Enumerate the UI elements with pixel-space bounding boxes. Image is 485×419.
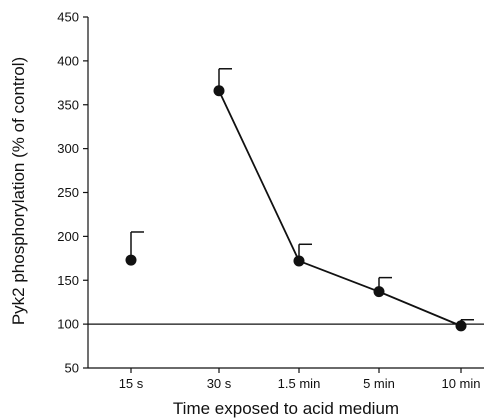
data-point xyxy=(213,85,225,97)
y-axis-title: Pyk2 phosphorylation (% of control) xyxy=(9,57,28,325)
x-tick-label: 5 min xyxy=(363,376,395,391)
y-tick-label: 450 xyxy=(57,10,79,25)
y-tick-label: 150 xyxy=(57,273,79,288)
x-axis-title: Time exposed to acid medium xyxy=(173,399,399,418)
x-tick-label: 30 s xyxy=(207,376,232,391)
plot-area: 50 100 150 200 250 300 350 400 450 15 s 30 s 1.5 mi… xyxy=(57,10,484,391)
y-tick-label: 350 xyxy=(57,97,79,112)
data-point xyxy=(293,255,305,267)
y-tick-label: 50 xyxy=(65,361,79,376)
x-tick-label: 10 min xyxy=(441,376,480,391)
y-tick-label: 400 xyxy=(57,53,79,68)
series-line xyxy=(218,90,462,327)
y-tick-label: 250 xyxy=(57,185,79,200)
data-point xyxy=(455,320,467,332)
y-tick-label: 200 xyxy=(57,229,79,244)
y-tick-label: 100 xyxy=(57,317,79,332)
x-tick-label: 15 s xyxy=(119,376,144,391)
x-tick-label: 1.5 min xyxy=(278,376,321,391)
data-point xyxy=(373,286,385,298)
data-point xyxy=(125,254,137,266)
y-tick-label: 300 xyxy=(57,141,79,156)
